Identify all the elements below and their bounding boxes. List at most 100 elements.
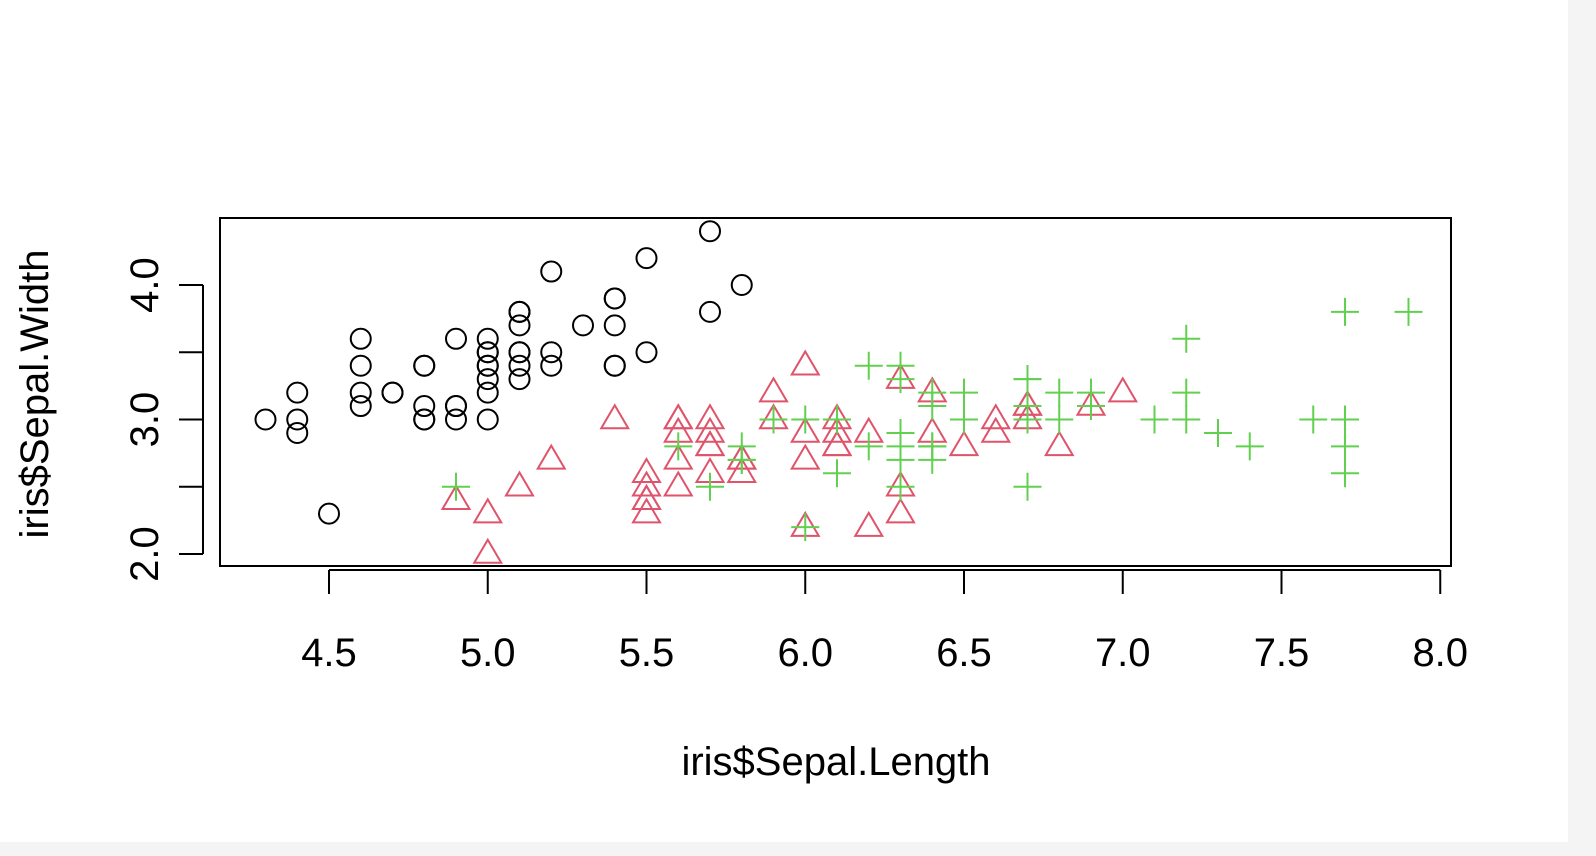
data-point-circle	[413, 408, 436, 431]
data-point-plus	[886, 432, 915, 461]
x-tick-label: 7.5	[1254, 631, 1310, 675]
data-point-circle	[476, 408, 499, 431]
data-point-circle	[508, 354, 531, 377]
data-point-plus	[1045, 405, 1074, 434]
data-point-triangle	[631, 457, 662, 484]
y-tick-label: 2.0	[123, 526, 167, 582]
data-point-plus	[1013, 472, 1042, 501]
data-point-triangle	[980, 416, 1011, 443]
data-point-triangle	[631, 483, 662, 510]
data-point-plus	[791, 405, 820, 434]
data-point-triangle	[1107, 376, 1138, 403]
data-point-plus	[1172, 405, 1201, 434]
data-point-circle	[540, 341, 563, 364]
data-point-circle	[508, 314, 531, 337]
data-point-circle	[254, 408, 277, 431]
data-points	[254, 220, 1423, 564]
data-point-triangle	[726, 457, 757, 484]
data-point-plus	[1077, 392, 1105, 421]
data-point-plus	[664, 432, 693, 461]
data-point-plus	[1331, 297, 1359, 326]
data-point-circle	[635, 247, 658, 270]
x-tick-label: 5.0	[460, 631, 516, 675]
x-tick-label: 6.5	[936, 631, 992, 675]
data-point-circle	[508, 300, 531, 323]
data-point-triangle	[663, 403, 694, 430]
data-point-plus	[1331, 405, 1359, 434]
data-point-circle	[381, 381, 404, 404]
data-point-plus	[950, 405, 978, 434]
data-point-circle	[349, 381, 372, 404]
data-point-circle	[540, 354, 563, 377]
data-point-plus	[759, 405, 788, 434]
y-axis-label: iris$Sepal.Width	[13, 249, 57, 538]
data-point-triangle	[694, 416, 726, 443]
data-point-plus	[823, 405, 851, 434]
data-point-triangle	[472, 537, 503, 564]
data-point-circle	[699, 300, 721, 323]
data-point-circle	[508, 368, 531, 391]
data-point-plus	[1140, 405, 1169, 434]
data-point-circle	[413, 395, 436, 418]
data-point-plus	[1299, 405, 1328, 434]
x-tick-label: 8.0	[1412, 631, 1468, 675]
data-point-triangle	[536, 443, 567, 470]
data-point-circle	[476, 341, 499, 364]
data-point-circle	[286, 421, 309, 444]
data-point-triangle	[821, 430, 853, 457]
y-axis: 2.0 3.0 4.0	[123, 257, 204, 582]
data-point-triangle	[821, 416, 853, 443]
x-tick-label: 7.0	[1095, 631, 1151, 675]
y-tick-label: 4.0	[123, 257, 167, 313]
data-point-circle	[476, 381, 499, 404]
data-point-triangle	[694, 430, 726, 457]
data-point-plus	[918, 392, 947, 421]
data-point-plus	[727, 445, 756, 474]
data-point-plus	[791, 513, 820, 542]
data-point-circle	[413, 354, 436, 377]
data-point-circle	[540, 260, 563, 283]
data-point-plus	[1045, 378, 1074, 407]
data-point-plus	[886, 351, 915, 380]
data-point-circle	[349, 395, 372, 418]
y-tick-label: 3.0	[123, 392, 167, 448]
data-point-circle	[445, 395, 467, 418]
data-point-triangle	[663, 470, 694, 497]
data-point-triangle	[663, 443, 694, 470]
data-point-plus	[1204, 418, 1232, 447]
x-axis-label: iris$Sepal.Length	[681, 740, 990, 784]
x-tick-label: 5.5	[619, 631, 675, 675]
data-point-triangle	[440, 483, 472, 510]
x-tick-label: 4.5	[301, 631, 357, 675]
data-point-circle	[349, 354, 372, 377]
data-point-circle	[572, 314, 594, 337]
plot-frame	[219, 217, 1452, 567]
data-point-triangle	[853, 510, 884, 537]
data-point-plus	[854, 432, 883, 461]
data-point-triangle	[948, 430, 980, 457]
data-point-circle	[603, 354, 626, 377]
data-point-triangle	[885, 497, 916, 524]
data-point-circle	[476, 368, 499, 391]
data-point-circle	[286, 408, 309, 431]
data-point-triangle	[790, 349, 821, 376]
data-point-triangle	[631, 470, 662, 497]
chart-svg: 4.5 5.0 5.5 6.0 6.5 7.0 7.5 8.0 2.0 3.0 4.0 iris$…	[13, 217, 1468, 784]
data-point-triangle	[599, 403, 630, 430]
data-point-plus	[1013, 405, 1042, 434]
data-point-circle	[508, 341, 531, 364]
data-point-plus	[696, 472, 724, 501]
data-point-triangle	[758, 376, 789, 403]
data-point-circle	[445, 408, 467, 431]
data-point-plus	[1172, 324, 1201, 353]
data-point-circle	[445, 327, 467, 350]
data-point-triangle	[504, 470, 535, 497]
data-point-plus	[854, 351, 883, 380]
data-point-plus	[1013, 365, 1042, 394]
data-point-circle	[286, 381, 309, 404]
data-point-plus	[823, 459, 851, 488]
data-point-circle	[635, 341, 658, 364]
data-point-circle	[476, 327, 499, 350]
data-point-circle	[349, 327, 372, 350]
x-tick-label: 6.0	[777, 631, 833, 675]
